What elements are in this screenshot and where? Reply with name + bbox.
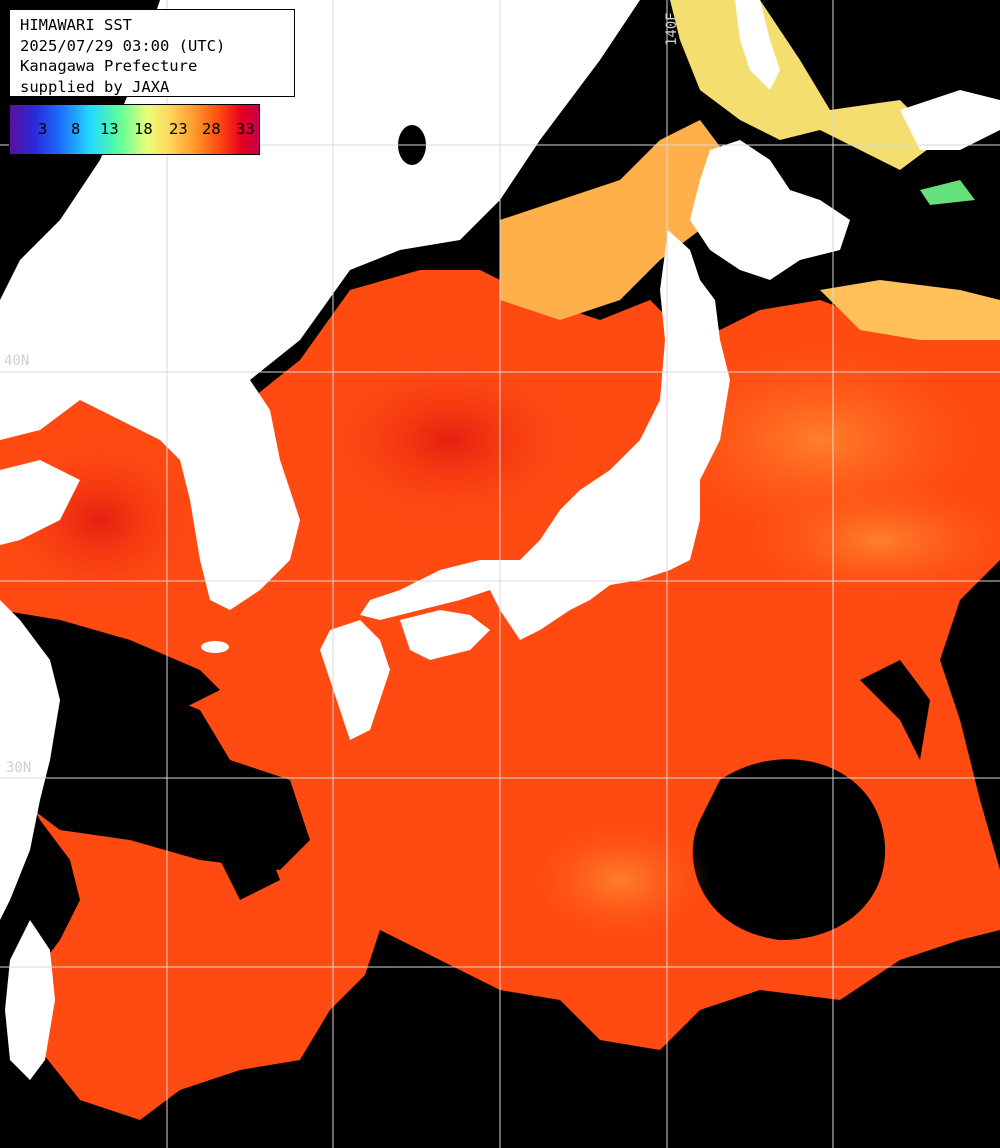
sea-surface-north-mild bbox=[500, 120, 730, 320]
colorbar-tick: 8 bbox=[71, 120, 81, 138]
land-shandong bbox=[0, 460, 80, 545]
temperature-colorbar bbox=[9, 104, 260, 155]
land-honshu bbox=[360, 230, 730, 640]
info-credit: supplied by JAXA bbox=[20, 77, 170, 96]
land-taiwan bbox=[5, 920, 55, 1080]
info-region: Kanagawa Prefecture bbox=[20, 57, 198, 75]
land-shikoku bbox=[400, 610, 490, 660]
colorbar-ticks: 3 8 13 18 23 28 33 bbox=[24, 120, 255, 264]
longitude-label-140e: 140E bbox=[664, 12, 680, 46]
cloud-patch-west bbox=[200, 800, 280, 900]
colorbar-tick: 23 bbox=[169, 120, 188, 138]
info-box: HIMAWARI SST 2025/07/29 03:00 (UTC) Kana… bbox=[9, 9, 295, 97]
sea-surface-cold-patch bbox=[920, 180, 975, 205]
land-hokkaido bbox=[690, 140, 850, 280]
land-jeju bbox=[201, 641, 229, 653]
info-datetime: 2025/07/29 03:00 (UTC) bbox=[20, 36, 226, 55]
land-kyushu bbox=[320, 620, 390, 740]
info-title: HIMAWARI SST bbox=[20, 16, 132, 34]
colorbar-tick: 18 bbox=[134, 120, 153, 138]
colorbar-tick: 3 bbox=[38, 120, 48, 138]
sea-surface-north-cool bbox=[670, 0, 940, 170]
colorbar-tick: 28 bbox=[202, 120, 221, 138]
latitude-label-40n: 40N bbox=[4, 353, 30, 369]
land-china-south bbox=[0, 600, 60, 920]
cloud-band-southeast bbox=[860, 660, 930, 760]
sea-surface-north-east bbox=[820, 280, 1000, 340]
colorbar-tick: 33 bbox=[236, 120, 255, 138]
latitude-label-30n: 30N bbox=[6, 760, 32, 776]
cloud-mass-south bbox=[120, 960, 1000, 1148]
land-kuril-edge bbox=[900, 90, 1000, 150]
land-sakhalin bbox=[735, 0, 780, 90]
cloud-mass-typhoon bbox=[692, 759, 886, 940]
colorbar-tick: 13 bbox=[100, 120, 119, 138]
